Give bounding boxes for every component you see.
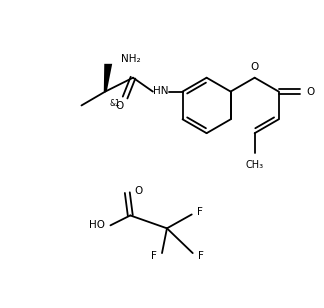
Text: O: O bbox=[307, 87, 315, 97]
Text: F: F bbox=[198, 251, 203, 261]
Text: O: O bbox=[250, 62, 259, 72]
Text: NH₂: NH₂ bbox=[121, 54, 141, 64]
Text: HO: HO bbox=[88, 220, 105, 230]
Text: F: F bbox=[151, 251, 157, 261]
Polygon shape bbox=[104, 64, 112, 91]
Text: F: F bbox=[197, 208, 202, 217]
Text: CH₃: CH₃ bbox=[246, 160, 264, 170]
Text: &1: &1 bbox=[109, 99, 120, 108]
Text: O: O bbox=[115, 101, 123, 111]
Text: O: O bbox=[134, 186, 143, 196]
Text: HN: HN bbox=[153, 86, 168, 95]
